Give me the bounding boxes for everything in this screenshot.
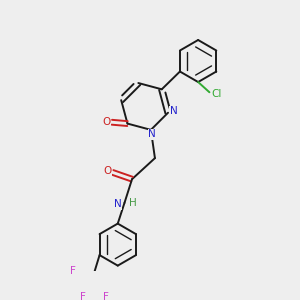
Text: O: O: [103, 166, 111, 176]
Text: N: N: [148, 129, 156, 140]
Text: Cl: Cl: [212, 88, 222, 99]
Text: N: N: [114, 199, 122, 209]
Text: F: F: [103, 292, 109, 300]
Text: O: O: [102, 117, 111, 127]
Text: H: H: [129, 198, 136, 208]
Text: F: F: [80, 292, 86, 300]
Text: F: F: [70, 266, 76, 276]
Text: N: N: [169, 106, 177, 116]
